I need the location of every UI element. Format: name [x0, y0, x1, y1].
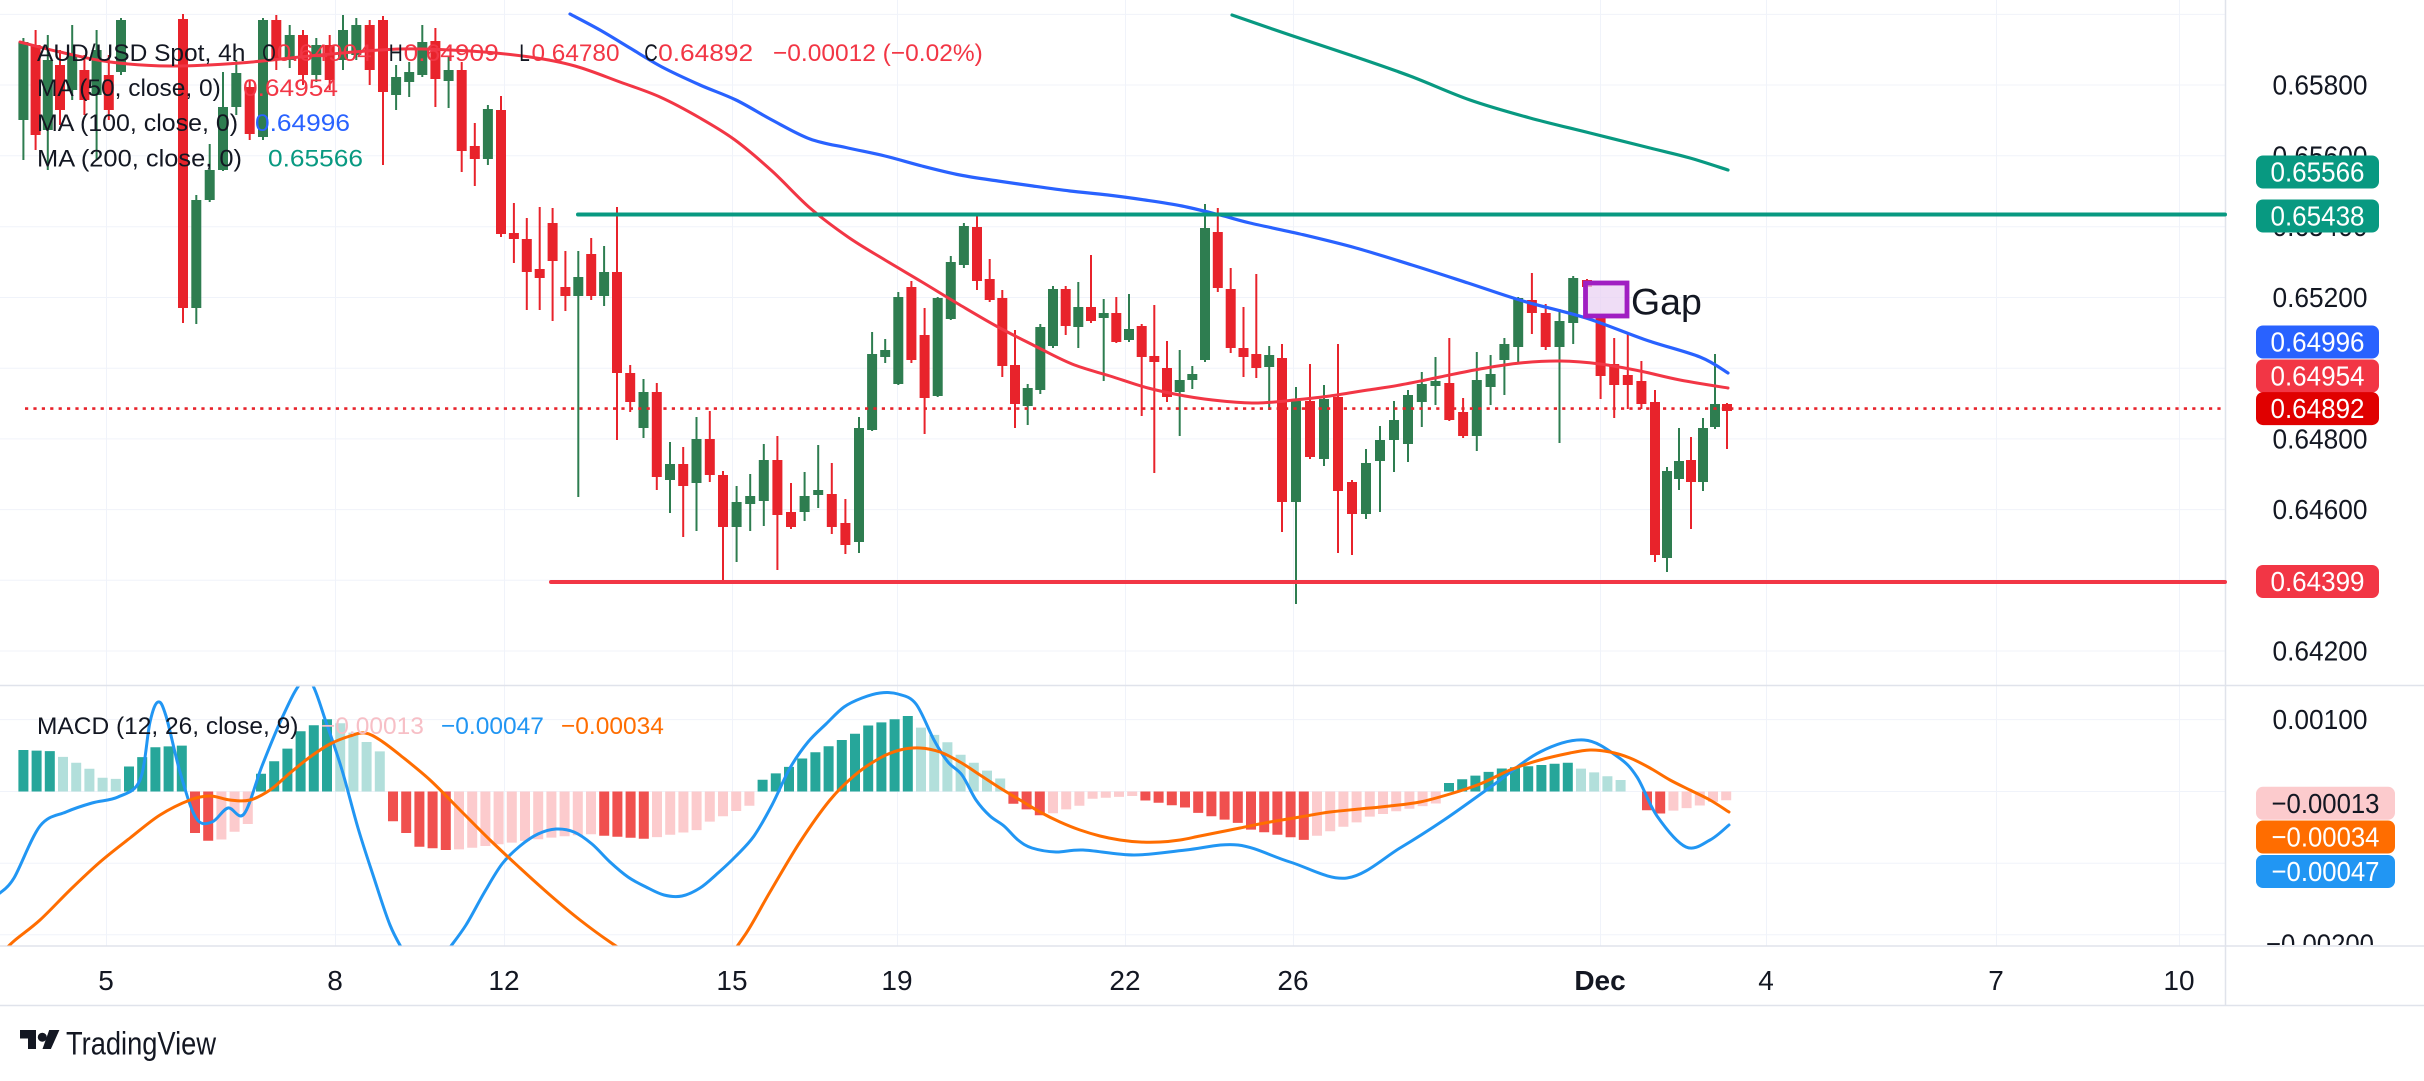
svg-text:0.64399: 0.64399 [2271, 566, 2365, 597]
svg-text:0.00100: 0.00100 [2273, 704, 2368, 735]
svg-text:0.64954: 0.64954 [243, 75, 338, 102]
svg-text:12: 12 [488, 965, 519, 996]
svg-text:0.64780: 0.64780 [532, 40, 620, 67]
svg-text:TradingView: TradingView [66, 1026, 217, 1062]
svg-text:0.64892: 0.64892 [658, 40, 753, 67]
svg-text:26: 26 [1277, 965, 1308, 996]
svg-text:−0.00034: −0.00034 [2272, 822, 2380, 853]
svg-text:−0.00047: −0.00047 [441, 713, 544, 740]
svg-text:0.64200: 0.64200 [2273, 636, 2368, 667]
svg-text:0.65566: 0.65566 [268, 146, 363, 173]
svg-text:7: 7 [1988, 965, 2004, 996]
svg-text:0.64909: 0.64909 [404, 40, 499, 67]
svg-text:19: 19 [881, 965, 912, 996]
svg-text:0.64996: 0.64996 [255, 110, 350, 137]
svg-text:0.64600: 0.64600 [2273, 494, 2368, 525]
svg-text:AUD/USD Spot, 4h: AUD/USD Spot, 4h [37, 40, 245, 67]
svg-text:Dec: Dec [1574, 965, 1625, 996]
svg-text:0.65200: 0.65200 [2273, 282, 2368, 313]
svg-text:0.64800: 0.64800 [2273, 423, 2368, 454]
svg-text:H: H [389, 40, 403, 67]
svg-text:15: 15 [716, 965, 747, 996]
svg-text:0.64954: 0.64954 [2271, 361, 2365, 392]
svg-text:−0.00013: −0.00013 [321, 713, 424, 740]
svg-text:10: 10 [2163, 965, 2194, 996]
svg-text:5: 5 [98, 965, 114, 996]
svg-text:22: 22 [1109, 965, 1140, 996]
svg-text:0.65438: 0.65438 [2271, 201, 2365, 232]
svg-text:MA (200, close, 0): MA (200, close, 0) [37, 146, 242, 173]
svg-text:8: 8 [327, 965, 343, 996]
svg-text:−0.00200: −0.00200 [2266, 929, 2374, 960]
svg-text:−0.00034: −0.00034 [561, 713, 664, 740]
svg-text:L: L [519, 40, 530, 67]
svg-text:MA (100, close, 0): MA (100, close, 0) [37, 110, 238, 137]
svg-text:0.64996: 0.64996 [2271, 327, 2365, 358]
svg-text:4: 4 [1758, 965, 1774, 996]
svg-text:0.65566: 0.65566 [2271, 157, 2365, 188]
svg-text:0.64904: 0.64904 [277, 40, 372, 67]
svg-text:MA (50, close, 0): MA (50, close, 0) [37, 75, 221, 102]
svg-text:−0.00012 (−0.02%): −0.00012 (−0.02%) [773, 40, 983, 67]
svg-text:Gap: Gap [1631, 281, 1702, 323]
svg-text:C: C [644, 40, 658, 67]
svg-text:O: O [262, 40, 276, 67]
svg-text:0.65800: 0.65800 [2273, 70, 2368, 101]
svg-text:−0.00013: −0.00013 [2272, 788, 2380, 819]
svg-text:0.64892: 0.64892 [2271, 393, 2365, 424]
svg-text:MACD (12, 26, close, 9): MACD (12, 26, close, 9) [37, 713, 298, 740]
svg-text:−0.00047: −0.00047 [2272, 856, 2380, 887]
